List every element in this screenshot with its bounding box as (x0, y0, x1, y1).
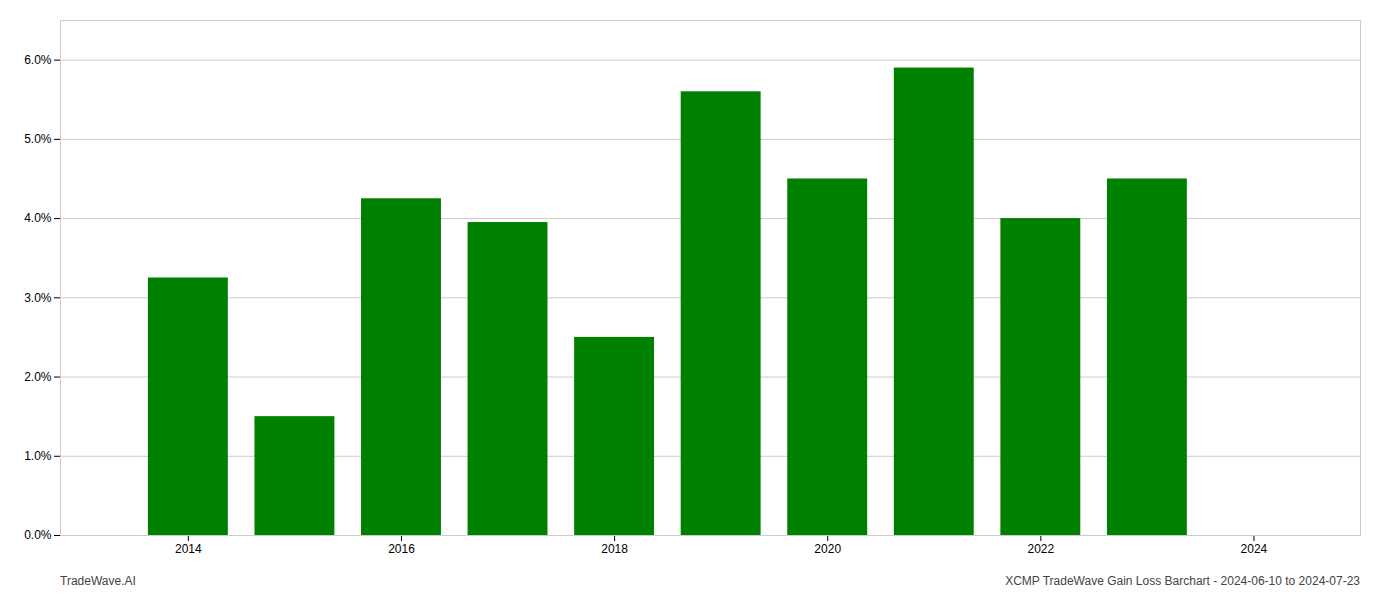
svg-text:2016: 2016 (388, 542, 415, 556)
html-text:TradeWave.AI: TradeWave.AI (60, 574, 136, 588)
svg-text:2014: 2014 (175, 542, 202, 556)
svg-text:2024: 2024 (1241, 542, 1268, 556)
svg-text:2018: 2018 (601, 542, 628, 556)
svg-text:4.0%: 4.0% (24, 211, 52, 225)
svg-text:2022: 2022 (1027, 542, 1054, 556)
svg-text:5.0%: 5.0% (24, 132, 52, 146)
html-text:XCMP TradeWave Gain Loss Barch: XCMP TradeWave Gain Loss Barchart - 2024… (1005, 574, 1360, 588)
svg-text:2.0%: 2.0% (24, 370, 52, 384)
svg-text:2020: 2020 (814, 542, 841, 556)
svg-text:1.0%: 1.0% (24, 449, 52, 463)
svg-text:0.0%: 0.0% (24, 528, 52, 542)
svg-text:6.0%: 6.0% (24, 53, 52, 67)
svg-text:3.0%: 3.0% (24, 291, 52, 305)
